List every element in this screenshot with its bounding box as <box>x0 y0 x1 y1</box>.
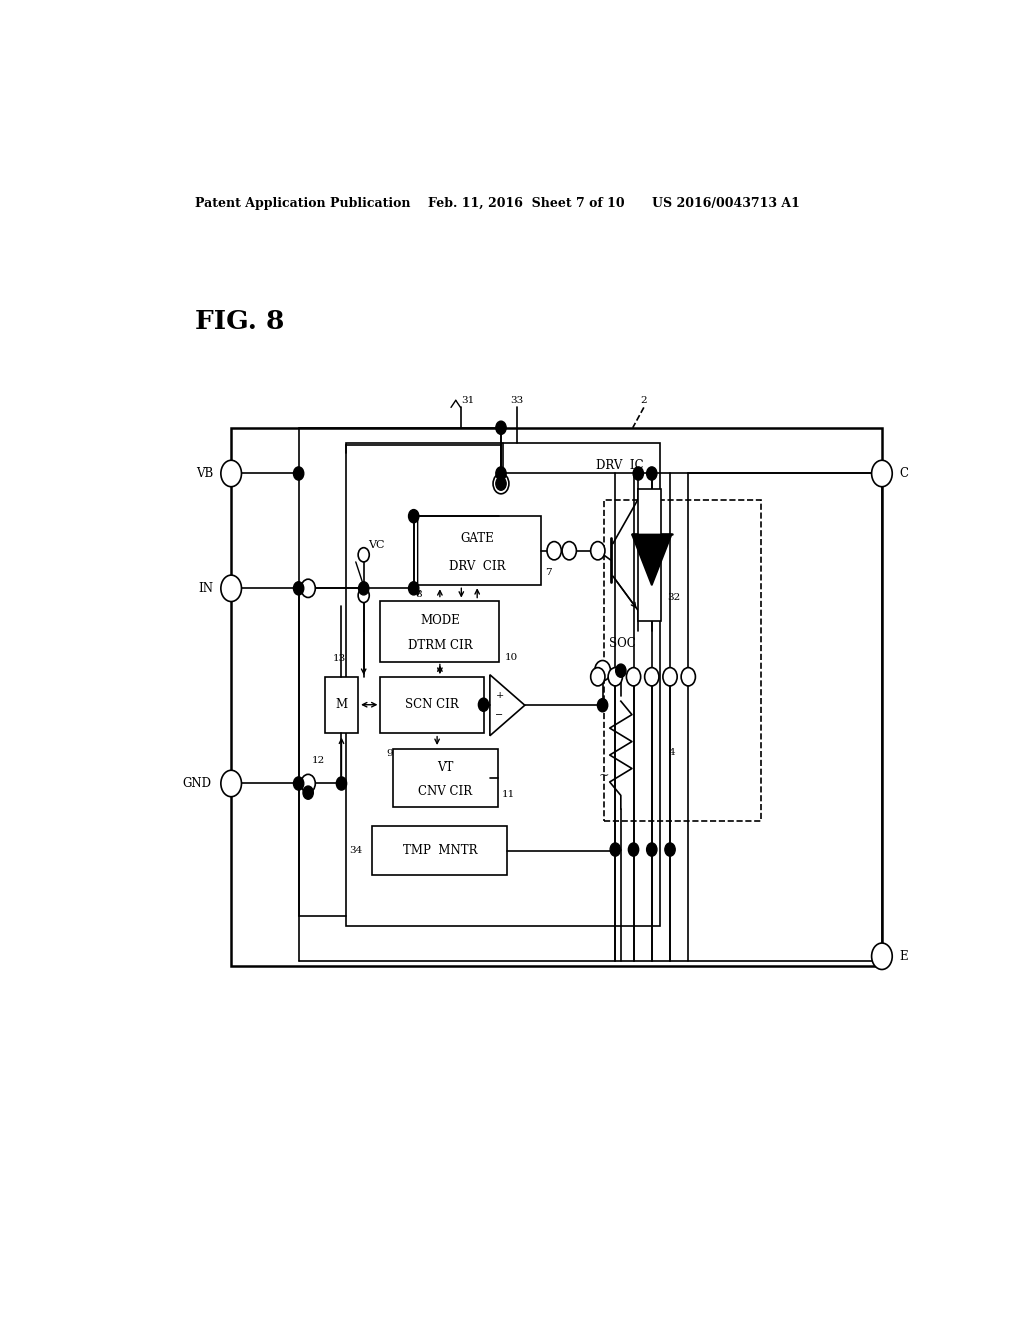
Text: GATE: GATE <box>461 532 494 545</box>
Bar <box>346 444 659 925</box>
Circle shape <box>294 467 304 480</box>
Circle shape <box>646 843 657 857</box>
Circle shape <box>409 582 419 595</box>
Text: 34: 34 <box>349 846 362 855</box>
Circle shape <box>562 541 577 560</box>
Bar <box>393 748 498 807</box>
Circle shape <box>358 582 369 595</box>
Circle shape <box>547 541 561 560</box>
Text: −: − <box>496 711 504 719</box>
Text: 9: 9 <box>386 748 392 758</box>
Circle shape <box>665 843 675 857</box>
Text: GND: GND <box>182 777 211 789</box>
Bar <box>380 601 500 661</box>
Circle shape <box>871 461 892 487</box>
Circle shape <box>615 664 626 677</box>
Text: 31: 31 <box>461 396 474 405</box>
Text: MODE: MODE <box>420 614 460 627</box>
Text: IN: IN <box>199 582 214 595</box>
Text: DTRM CIR: DTRM CIR <box>408 639 472 652</box>
Circle shape <box>496 467 506 480</box>
Text: C: C <box>899 467 908 480</box>
Bar <box>638 488 660 620</box>
Bar <box>380 677 483 733</box>
Circle shape <box>358 589 370 602</box>
Circle shape <box>627 668 641 686</box>
Text: TMP  MNTR: TMP MNTR <box>402 843 477 857</box>
Circle shape <box>496 421 506 434</box>
Circle shape <box>591 541 605 560</box>
Circle shape <box>633 467 643 480</box>
Text: 11: 11 <box>502 789 515 799</box>
Circle shape <box>591 668 605 686</box>
Circle shape <box>409 510 419 523</box>
Text: DRV  CIR: DRV CIR <box>449 560 506 573</box>
Text: 12: 12 <box>312 756 326 766</box>
Text: VB: VB <box>197 467 214 480</box>
Circle shape <box>301 775 315 792</box>
Circle shape <box>294 777 304 791</box>
Text: 8: 8 <box>416 590 422 599</box>
Polygon shape <box>632 535 672 585</box>
Circle shape <box>301 579 315 598</box>
Text: US 2016/0043713 A1: US 2016/0043713 A1 <box>652 197 800 210</box>
Bar <box>604 500 761 821</box>
Circle shape <box>610 843 621 857</box>
Circle shape <box>221 771 242 797</box>
Text: M: M <box>336 698 347 711</box>
Text: +: + <box>496 690 504 700</box>
Text: E: E <box>899 950 908 962</box>
Circle shape <box>645 668 658 686</box>
Text: Patent Application Publication: Patent Application Publication <box>196 197 411 210</box>
Text: CNV CIR: CNV CIR <box>419 784 472 797</box>
Text: VC: VC <box>368 540 384 549</box>
Text: 32: 32 <box>668 593 681 602</box>
Text: 10: 10 <box>505 652 518 661</box>
Circle shape <box>358 548 370 562</box>
Circle shape <box>597 698 607 711</box>
Text: SCN CIR: SCN CIR <box>406 698 459 711</box>
Circle shape <box>336 777 347 791</box>
Circle shape <box>494 474 509 494</box>
Text: VT: VT <box>437 760 454 774</box>
Circle shape <box>496 477 506 490</box>
Text: SOC: SOC <box>609 638 636 651</box>
Circle shape <box>663 668 677 686</box>
Text: 4: 4 <box>669 748 675 758</box>
Circle shape <box>871 942 892 969</box>
Text: DRV  IC: DRV IC <box>596 459 644 473</box>
Circle shape <box>221 576 242 602</box>
Circle shape <box>646 467 657 480</box>
Circle shape <box>595 660 610 681</box>
Bar <box>231 428 882 966</box>
Bar <box>373 826 507 875</box>
Circle shape <box>681 668 695 686</box>
Circle shape <box>608 668 623 686</box>
Circle shape <box>303 785 313 799</box>
Text: FIG. 8: FIG. 8 <box>196 309 285 334</box>
Circle shape <box>294 582 304 595</box>
Text: 2: 2 <box>641 396 647 405</box>
Text: ~: ~ <box>599 768 609 781</box>
Bar <box>325 677 358 733</box>
Text: 13: 13 <box>333 655 346 664</box>
Text: 33: 33 <box>510 396 523 405</box>
Circle shape <box>221 461 242 487</box>
Bar <box>414 516 541 585</box>
Text: 7: 7 <box>545 568 551 577</box>
Text: Feb. 11, 2016  Sheet 7 of 10: Feb. 11, 2016 Sheet 7 of 10 <box>428 197 625 210</box>
Circle shape <box>478 698 488 711</box>
Circle shape <box>629 843 639 857</box>
